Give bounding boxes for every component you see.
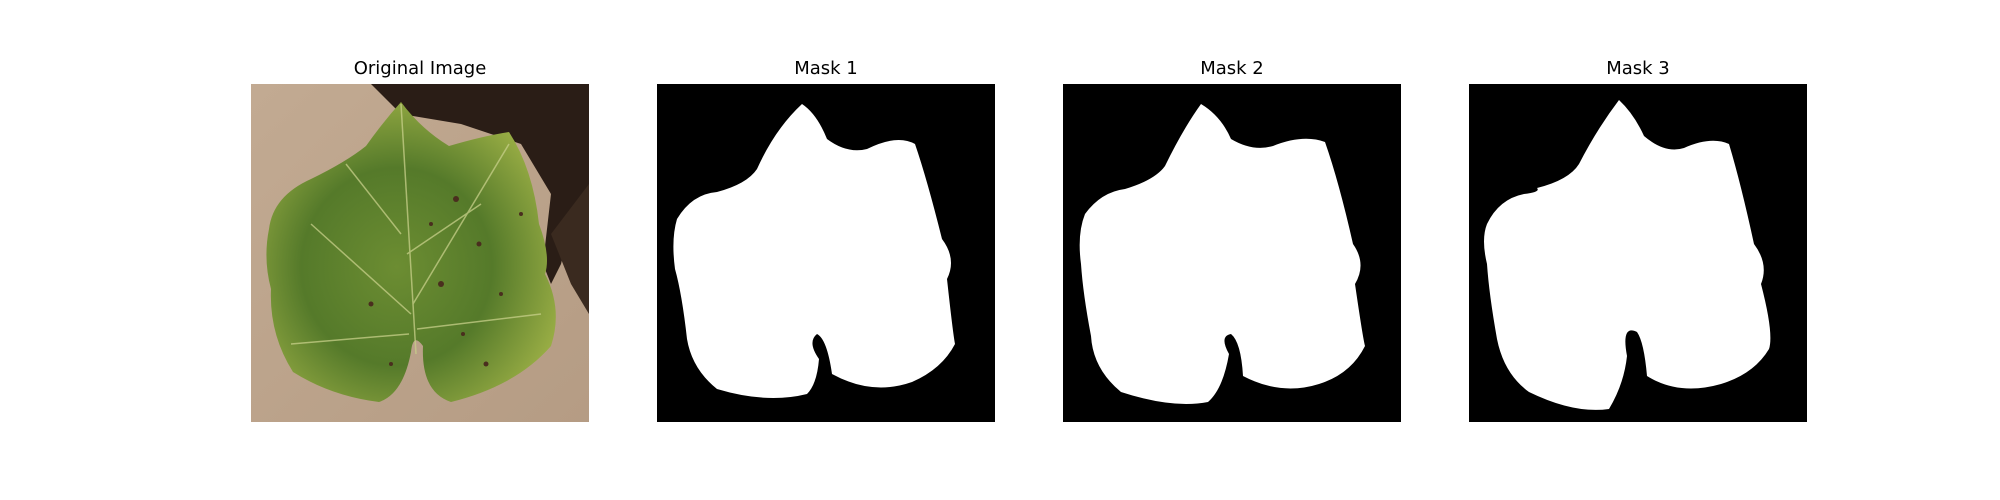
mask-3-title: Mask 3: [1606, 58, 1670, 79]
leaf-photo: [251, 84, 589, 422]
mask-1-region: [673, 104, 955, 398]
mask-2-image: [1063, 84, 1401, 422]
mask-1-title: Mask 1: [794, 58, 858, 79]
mask-2-title: Mask 2: [1200, 58, 1264, 79]
original-image-title: Original Image: [353, 58, 487, 79]
leaf-veins: [290, 103, 542, 355]
leaf-shadow-tail: [551, 184, 589, 314]
leaf-spots: [368, 196, 523, 367]
mask-3-image: [1469, 84, 1807, 422]
leaf-shadow: [371, 84, 589, 284]
mask-1-image: [657, 84, 995, 422]
mask-3-region: [1484, 100, 1771, 410]
mask-2-region: [1079, 104, 1365, 405]
